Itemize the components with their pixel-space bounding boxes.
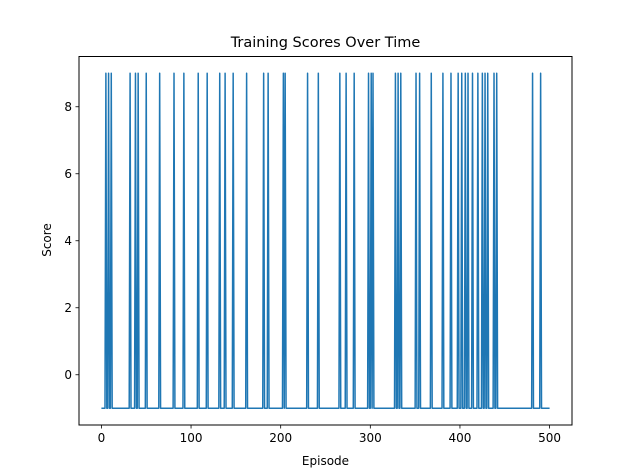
plot-area bbox=[101, 72, 550, 409]
y-tick-label: 6 bbox=[64, 167, 72, 181]
chart-title: Training Scores Over Time bbox=[230, 35, 421, 51]
x-axis-label: Episode bbox=[302, 454, 349, 468]
x-tick-label: 0 bbox=[98, 431, 106, 445]
y-axis-label: Score bbox=[40, 223, 54, 257]
plot-frame bbox=[78, 56, 573, 426]
x-tick-label: 300 bbox=[359, 431, 382, 445]
y-tick-label: 4 bbox=[64, 234, 72, 248]
x-axis: 0 100 200 300 400 500 bbox=[98, 425, 561, 445]
y-axis: 0 2 4 6 8 bbox=[64, 100, 79, 382]
x-tick-label: 500 bbox=[538, 431, 561, 445]
y-tick-label: 8 bbox=[64, 100, 72, 114]
score-series-line bbox=[101, 72, 550, 409]
y-tick-label: 0 bbox=[64, 368, 72, 382]
x-tick-label: 400 bbox=[449, 431, 472, 445]
x-tick-label: 100 bbox=[180, 431, 203, 445]
x-tick-label: 200 bbox=[269, 431, 292, 445]
y-tick-label: 2 bbox=[64, 301, 72, 315]
